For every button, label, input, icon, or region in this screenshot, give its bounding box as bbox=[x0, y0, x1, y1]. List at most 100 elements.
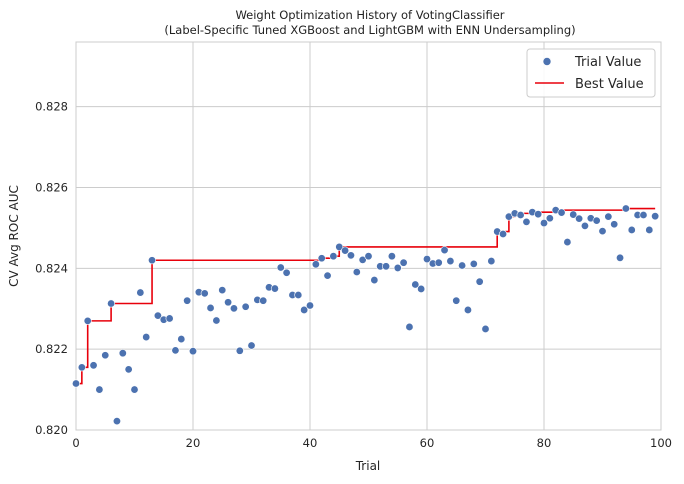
trial-point bbox=[101, 351, 110, 360]
trial-point bbox=[241, 302, 250, 311]
trial-point bbox=[118, 349, 127, 358]
trial-point bbox=[610, 220, 619, 229]
trial-point bbox=[311, 260, 320, 269]
trial-point bbox=[130, 385, 139, 394]
plot-area bbox=[72, 41, 662, 431]
trial-point bbox=[370, 276, 379, 285]
trial-point bbox=[539, 219, 548, 228]
trial-point bbox=[557, 208, 566, 217]
legend-box bbox=[526, 48, 656, 98]
trial-point bbox=[224, 298, 233, 307]
x-axis-label: Trial bbox=[355, 459, 381, 473]
trial-point bbox=[341, 246, 350, 255]
x-tick-label: 60 bbox=[420, 436, 435, 450]
x-tick-label: 40 bbox=[303, 436, 318, 450]
trial-point bbox=[329, 252, 338, 261]
trial-point bbox=[235, 346, 244, 355]
trial-point bbox=[522, 217, 531, 226]
trial-point bbox=[335, 242, 344, 251]
trial-point bbox=[300, 305, 309, 314]
chart-subtitle: (Label-Specific Tuned XGBoost and LightG… bbox=[164, 23, 575, 37]
trial-point bbox=[305, 301, 314, 310]
trial-point bbox=[282, 268, 291, 277]
trial-point bbox=[645, 225, 654, 234]
trial-points bbox=[72, 204, 660, 426]
trial-point bbox=[72, 379, 81, 388]
y-axis-ticks: 0.820 0.822 0.824 0.826 0.828 bbox=[35, 100, 68, 437]
trial-point bbox=[475, 277, 484, 286]
trial-point bbox=[270, 284, 279, 293]
trial-point bbox=[346, 251, 355, 260]
trial-point bbox=[534, 210, 543, 219]
trial-point bbox=[458, 261, 467, 270]
plot-background bbox=[75, 41, 662, 431]
trial-point bbox=[481, 324, 490, 333]
trial-point bbox=[317, 254, 326, 263]
trial-point bbox=[422, 255, 431, 264]
trial-point bbox=[177, 335, 186, 344]
trial-point bbox=[575, 214, 584, 223]
trial-point bbox=[183, 296, 192, 305]
trial-point bbox=[229, 304, 238, 313]
trial-point bbox=[463, 305, 472, 314]
trial-point bbox=[276, 263, 285, 272]
trial-point bbox=[616, 253, 625, 262]
y-tick-label: 0.820 bbox=[35, 423, 68, 437]
trial-point bbox=[112, 417, 121, 426]
trial-point bbox=[598, 227, 607, 236]
trial-point bbox=[592, 216, 601, 225]
trial-point bbox=[77, 363, 86, 372]
legend: Trial Value Best Value bbox=[526, 48, 656, 98]
trial-point bbox=[452, 296, 461, 305]
x-axis-ticks: 0 20 40 60 80 100 bbox=[72, 436, 672, 450]
trial-point bbox=[323, 271, 332, 280]
trial-point bbox=[89, 361, 98, 370]
y-tick-label: 0.826 bbox=[35, 181, 68, 195]
trial-point bbox=[247, 341, 256, 350]
y-axis-label: CV Avg ROC AUC bbox=[7, 185, 21, 287]
trial-point bbox=[206, 303, 215, 312]
trial-point bbox=[382, 262, 391, 271]
trial-point bbox=[569, 210, 578, 219]
trial-point bbox=[142, 333, 151, 342]
trial-point bbox=[83, 316, 92, 325]
grid bbox=[75, 42, 662, 431]
trial-point bbox=[259, 296, 268, 305]
trial-point bbox=[107, 299, 116, 308]
trial-point bbox=[393, 263, 402, 272]
y-tick-label: 0.822 bbox=[35, 342, 68, 356]
trial-point bbox=[446, 257, 455, 266]
trial-point bbox=[358, 255, 367, 264]
trial-point bbox=[440, 246, 449, 255]
x-tick-label: 20 bbox=[186, 436, 201, 450]
trial-point bbox=[148, 256, 157, 265]
x-tick-label: 100 bbox=[650, 436, 672, 450]
trial-point bbox=[563, 238, 572, 247]
trial-point bbox=[417, 284, 426, 293]
trial-point bbox=[294, 291, 303, 300]
trial-point bbox=[651, 212, 660, 221]
trial-point bbox=[171, 346, 180, 355]
chart-title: Weight Optimization History of VotingCla… bbox=[235, 8, 504, 22]
y-tick-label: 0.828 bbox=[35, 100, 68, 114]
trial-point bbox=[499, 229, 508, 238]
trial-point bbox=[580, 221, 589, 230]
trial-point bbox=[212, 316, 221, 325]
trial-point bbox=[405, 322, 414, 331]
trial-point bbox=[124, 365, 133, 374]
trial-point bbox=[189, 347, 198, 356]
y-tick-label: 0.824 bbox=[35, 261, 68, 275]
legend-best-label: Best Value bbox=[575, 77, 644, 92]
trial-point bbox=[165, 314, 174, 323]
legend-trial-marker bbox=[542, 57, 552, 66]
trial-point bbox=[218, 286, 227, 295]
trial-point bbox=[364, 252, 373, 261]
trial-point bbox=[95, 385, 104, 394]
trial-point bbox=[621, 204, 630, 213]
trial-point bbox=[200, 289, 209, 298]
trial-point bbox=[387, 252, 396, 261]
trial-point bbox=[469, 259, 478, 268]
trial-point bbox=[153, 311, 162, 320]
trial-point bbox=[627, 225, 636, 234]
